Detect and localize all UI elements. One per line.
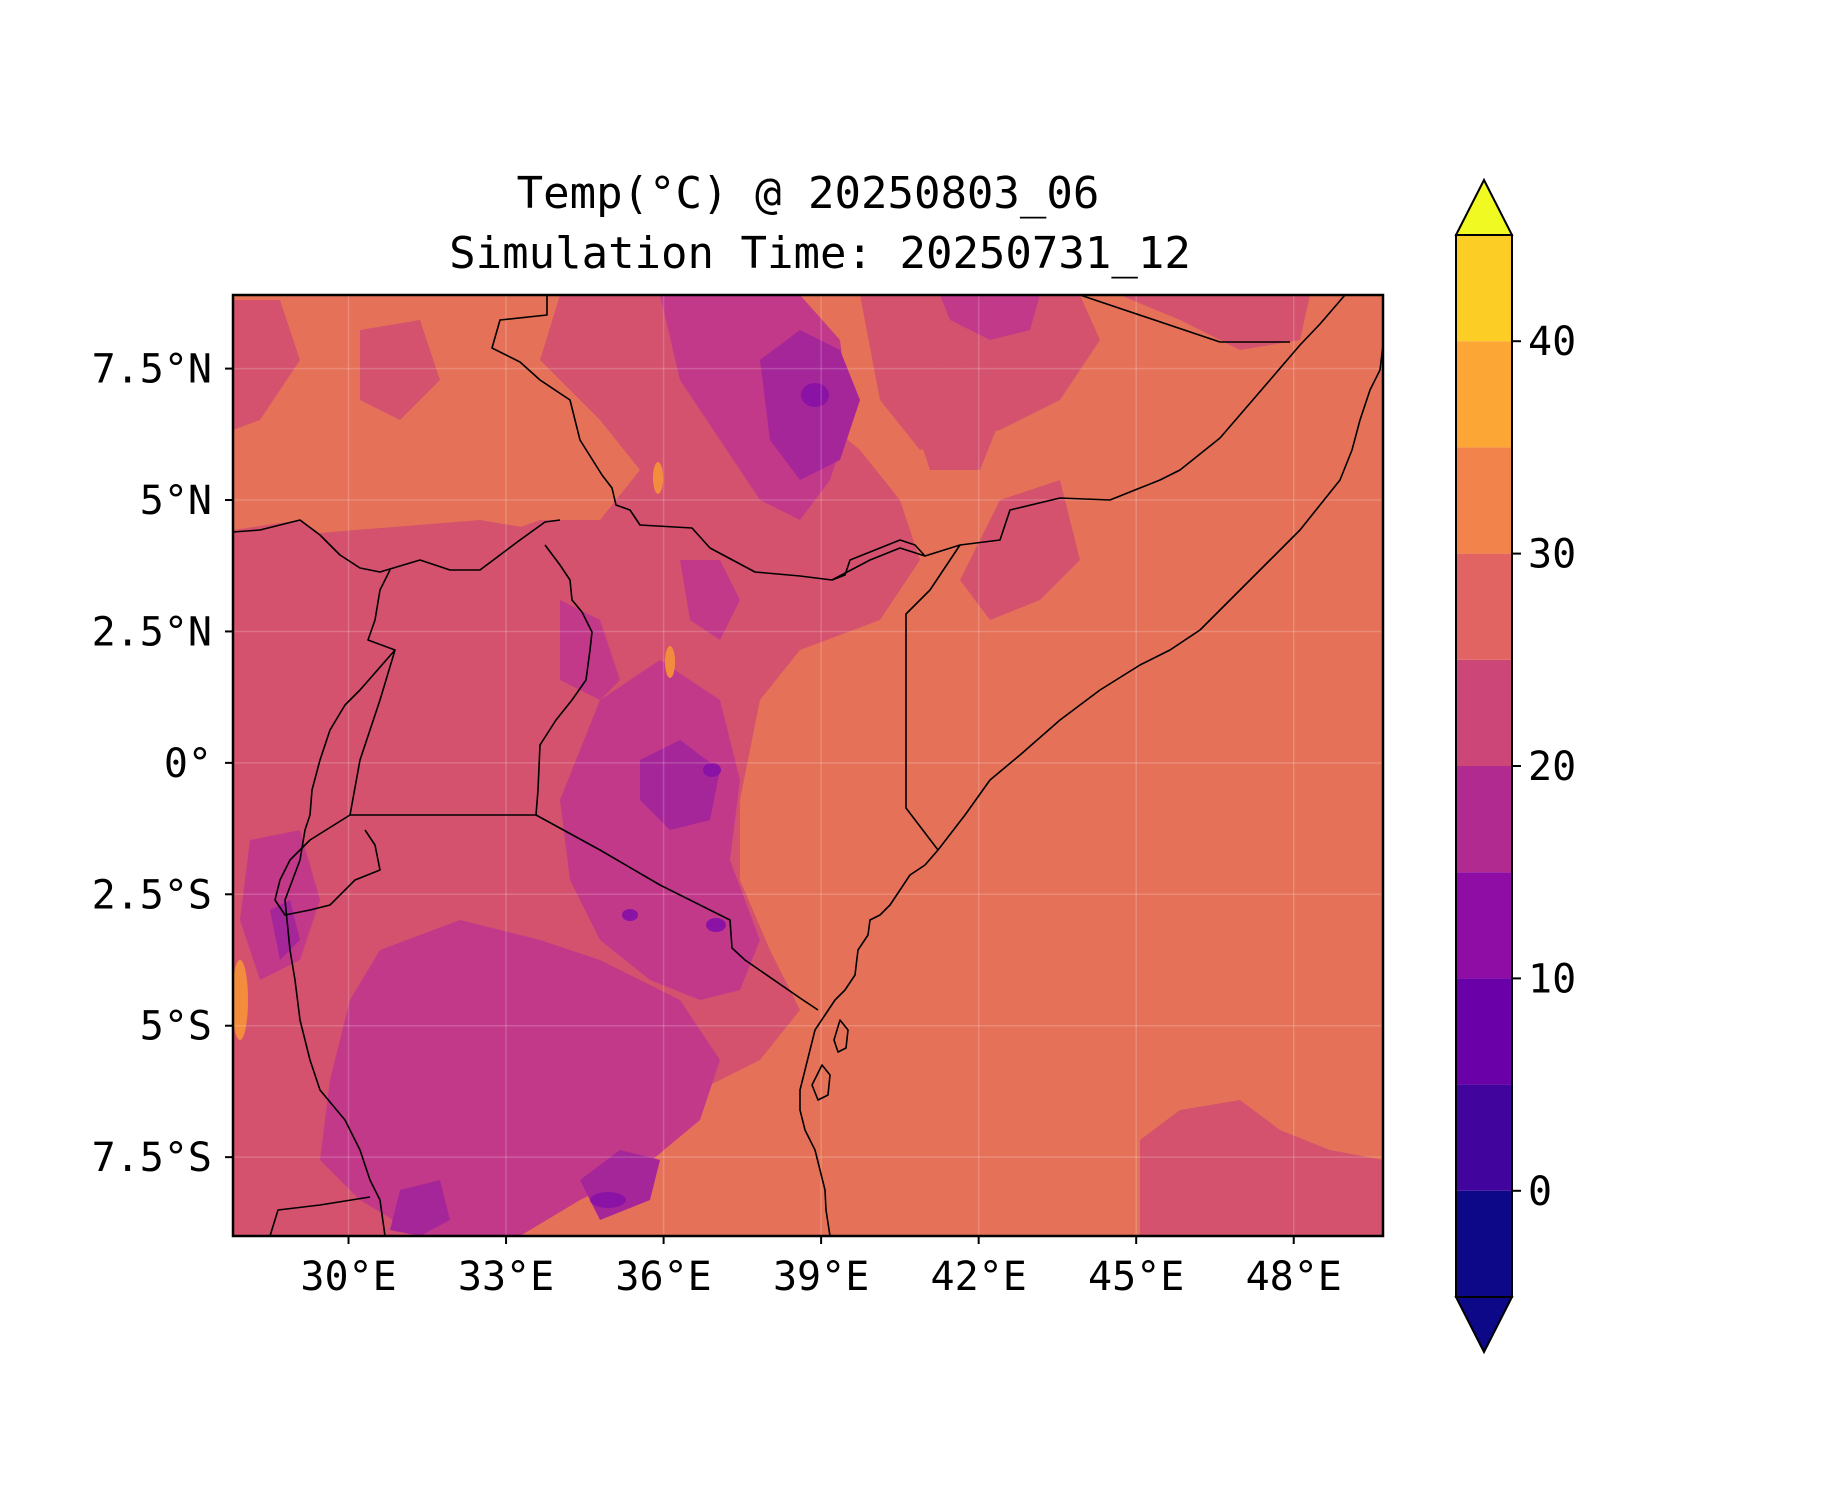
south-sudan-border — [491, 295, 926, 581]
map-title-line-1: Temp(°C) @ 20250803_06 — [517, 168, 1100, 219]
latitude-axis: 7.5°N 5°N 2.5°N 0° 2.5°S 5°S 7.5°S — [92, 347, 233, 1181]
x-tick-label: 33°E — [458, 1254, 554, 1300]
colorbar-segment — [1456, 1084, 1512, 1191]
lake-victoria-east-border — [535, 814, 819, 1011]
y-tick-label: 2.5°N — [92, 609, 212, 655]
country-boundaries — [233, 295, 1346, 1236]
colorbar-tick-label: 10 — [1528, 956, 1576, 1002]
longitude-axis: 30°E 33°E 36°E 39°E 42°E 45°E 48°E — [300, 1236, 1342, 1300]
mafia-island — [811, 1064, 831, 1101]
uganda-north-border — [233, 519, 561, 573]
y-tick-label: 5°S — [140, 1004, 212, 1050]
colorbar-segment — [1456, 659, 1512, 766]
map-area — [233, 295, 1383, 1236]
x-tick-label: 30°E — [300, 1254, 396, 1300]
colorbar-segment — [1456, 766, 1512, 873]
zanzibar-island — [833, 1019, 849, 1053]
x-tick-label: 42°E — [930, 1254, 1026, 1300]
y-tick-label: 5°N — [140, 478, 212, 524]
colorbar-segment — [1456, 235, 1512, 342]
coastline — [349, 344, 1383, 1236]
hot-temperature-spots — [233, 462, 675, 1040]
colorbar-segment — [1456, 872, 1512, 979]
colder-temperature-spots — [590, 383, 829, 1208]
y-tick-label: 7.5°N — [92, 347, 212, 393]
zambia-border — [269, 1196, 371, 1236]
x-tick-label: 45°E — [1088, 1254, 1184, 1300]
x-tick-label: 39°E — [773, 1254, 869, 1300]
x-tick-label: 48°E — [1246, 1254, 1342, 1300]
colorbar-segment — [1456, 553, 1512, 660]
rwanda-burundi-border — [274, 814, 381, 916]
colorbar-segment — [1456, 1190, 1512, 1297]
y-tick-label: 2.5°S — [92, 872, 212, 918]
somalia-ethiopia-border — [1109, 295, 1346, 501]
colorbar-under-triangle — [1454, 1296, 1514, 1355]
ethiopia-somaliland-border — [1079, 295, 1290, 343]
colorbar-segment — [1456, 447, 1512, 554]
colorbar-tick-label: 0 — [1528, 1169, 1552, 1215]
east-africa-coastline — [937, 344, 1383, 851]
lake-victoria-west-shore — [349, 649, 396, 816]
y-tick-label: 0° — [164, 741, 212, 787]
kenya-somalia-border — [905, 544, 961, 851]
gridlines — [233, 295, 1383, 1236]
kenya-tanzania-coastline — [799, 849, 939, 1236]
colorbar-tick-label: 30 — [1528, 532, 1576, 578]
colorbar-segment — [1456, 978, 1512, 1085]
colorbar: 0 10 20 30 40 — [1454, 177, 1576, 1355]
uganda-kenya-border — [535, 544, 593, 816]
colorbar-tick-label: 20 — [1528, 744, 1576, 790]
map-title-line-2: Simulation Time: 20250731_12 — [449, 228, 1191, 279]
y-tick-label: 7.5°S — [92, 1135, 212, 1181]
colorbar-segment — [1456, 341, 1512, 448]
colorbar-tick-label: 40 — [1528, 319, 1576, 365]
colorbar-over-triangle — [1454, 177, 1514, 236]
map-frame — [231, 293, 1385, 1238]
drc-east-border — [284, 569, 396, 1236]
x-tick-label: 36°E — [615, 1254, 711, 1300]
